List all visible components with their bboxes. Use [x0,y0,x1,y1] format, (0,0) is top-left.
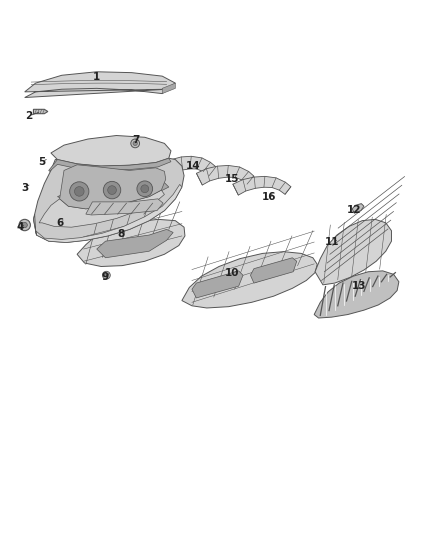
Polygon shape [251,258,297,283]
Text: 10: 10 [225,268,239,278]
Text: 4: 4 [17,222,24,232]
Polygon shape [49,158,171,171]
Polygon shape [33,109,48,114]
Polygon shape [352,204,364,213]
Polygon shape [51,135,171,166]
Circle shape [102,271,110,279]
Polygon shape [60,165,166,209]
Text: 5: 5 [39,157,46,167]
Text: 9: 9 [102,272,109,282]
Polygon shape [25,72,175,98]
Circle shape [22,222,27,228]
Circle shape [133,141,138,146]
Polygon shape [192,271,243,298]
Circle shape [141,185,149,193]
Circle shape [103,181,121,199]
Polygon shape [161,156,216,177]
Circle shape [19,220,30,231]
Text: 7: 7 [132,135,140,145]
Polygon shape [196,165,254,185]
Text: 16: 16 [262,192,276,201]
Polygon shape [233,176,291,195]
Circle shape [74,187,84,196]
Circle shape [137,181,152,197]
Text: 1: 1 [93,71,100,82]
Circle shape [108,185,117,195]
Polygon shape [35,184,182,243]
Text: 14: 14 [185,161,200,171]
Polygon shape [86,199,163,215]
Text: 12: 12 [347,205,362,215]
Text: 6: 6 [56,218,63,228]
Polygon shape [77,220,185,266]
Text: 3: 3 [21,183,28,193]
Polygon shape [39,190,164,227]
Polygon shape [33,158,184,243]
Text: 13: 13 [351,281,366,291]
Text: 8: 8 [117,229,124,239]
Text: 15: 15 [225,174,239,184]
Polygon shape [33,214,36,235]
Polygon shape [97,229,173,258]
Text: 11: 11 [325,238,340,247]
Circle shape [70,182,89,201]
Polygon shape [162,83,175,94]
Polygon shape [314,271,399,318]
Circle shape [131,139,140,148]
Polygon shape [315,220,392,285]
Polygon shape [182,252,317,308]
Polygon shape [57,183,169,200]
Circle shape [105,273,108,277]
Text: 2: 2 [25,111,33,121]
